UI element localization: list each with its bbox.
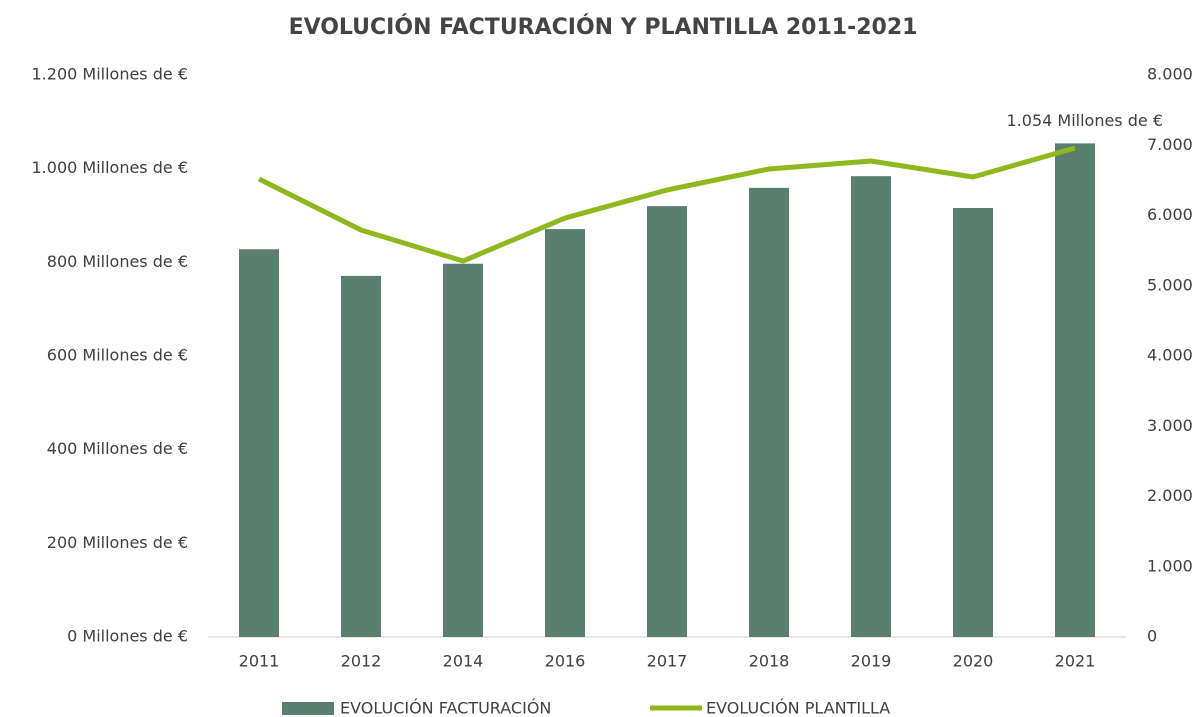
legend-label: EVOLUCIÓN FACTURACIÓN: [340, 699, 551, 717]
y-tick-label: 800 Millones de €: [47, 252, 188, 271]
x-tick-label: 2021: [1055, 652, 1096, 671]
y2-tick-label: 2.000: [1147, 486, 1193, 505]
y2-tick-label: 5.000: [1147, 275, 1193, 294]
x-tick-label: 2014: [443, 652, 484, 671]
data-label: 1.054 Millones de €: [1007, 111, 1164, 130]
line: [257, 145, 1076, 264]
y-tick-label: 1.200 Millones de €: [32, 65, 189, 84]
x-tick-label: 2016: [545, 652, 586, 671]
y2-tick-label: 0: [1147, 627, 1157, 646]
bar: [647, 206, 687, 637]
bar: [851, 176, 891, 637]
x-tick-label: 2019: [851, 652, 892, 671]
y2-tick-label: 8.000: [1147, 65, 1193, 84]
chart-title: EVOLUCIÓN FACTURACIÓN Y PLANTILLA 2011-2…: [289, 14, 918, 40]
bar: [239, 249, 279, 637]
bar: [341, 275, 381, 637]
y-tick-label: 400 Millones de €: [47, 439, 188, 458]
y2-tick-label: 7.000: [1147, 135, 1193, 154]
y2-tick-label: 1.000: [1147, 556, 1193, 575]
bar: [953, 208, 993, 638]
y-tick-label: 0 Millones de €: [67, 627, 188, 646]
bar: [545, 229, 585, 637]
y2-tick-label: 3.000: [1147, 416, 1193, 435]
y-tick-label: 600 Millones de €: [47, 346, 188, 365]
y-tick-label: 200 Millones de €: [47, 533, 188, 552]
x-tick-label: 2017: [647, 652, 688, 671]
bar: [749, 187, 789, 637]
x-tick-label: 2020: [953, 652, 994, 671]
x-tick-label: 2012: [341, 652, 382, 671]
y-tick-label: 1.000 Millones de €: [32, 158, 189, 177]
x-tick-label: 2018: [749, 652, 790, 671]
y2-tick-label: 4.000: [1147, 346, 1193, 365]
legend-swatch: [282, 702, 334, 715]
bar: [1055, 143, 1095, 638]
y2-tick-label: 6.000: [1147, 205, 1193, 224]
bar: [443, 263, 483, 637]
legend-label: EVOLUCIÓN PLANTILLA: [706, 699, 890, 717]
x-tick-label: 2011: [239, 652, 280, 671]
